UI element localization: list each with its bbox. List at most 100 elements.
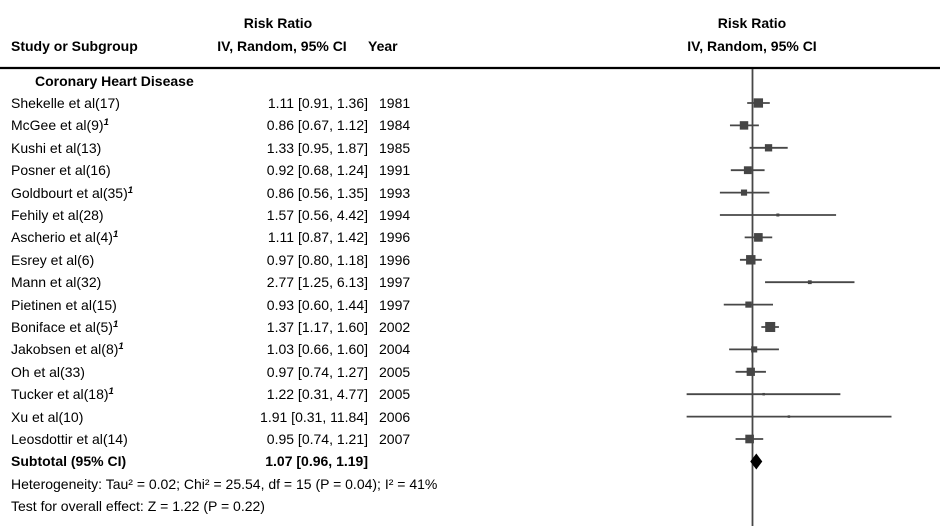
study-footnote-superscript: 1 <box>103 117 109 129</box>
study-label: Fehily et al(28) <box>11 204 104 226</box>
study-estimate: 0.86 [0.56, 1.35] <box>266 184 368 201</box>
study-label: Leosdottir et al(14) <box>11 428 128 450</box>
study-footnote-superscript: 1 <box>127 184 134 196</box>
study-estimate: 1.57 [0.56, 4.42] <box>266 207 368 223</box>
study-label-text: Leosdottir et al(14) <box>11 431 128 447</box>
effect-marker <box>753 98 764 108</box>
study-label-text: Mann et al(32) <box>11 274 102 291</box>
right-effect-header-title: Risk Ratio <box>717 15 787 31</box>
subgroup-heading: Coronary Heart Disease <box>35 73 194 89</box>
effect-marker <box>764 144 773 152</box>
study-year: 1997 <box>379 296 411 313</box>
study-label: Kushi et al(13) <box>11 137 101 159</box>
study-label-text: Goldbourt et al(35) <box>11 184 128 201</box>
overall-effect-test: Test for overall effect: Z = 1.22 (P = 0… <box>11 498 265 514</box>
effect-marker <box>743 166 752 175</box>
study-year: 1996 <box>379 251 411 268</box>
study-label-text: Kushi et al(13) <box>11 139 102 156</box>
study-footnote-superscript: 1 <box>112 229 119 241</box>
study-label: Pietinen et al(15) <box>11 294 117 316</box>
effect-marker <box>776 213 780 217</box>
study-footnote-superscript: 1 <box>108 386 114 398</box>
study-label-text: Shekelle et al(17) <box>11 95 120 111</box>
study-label-text: Boniface et al(5) <box>11 319 113 335</box>
study-label: Jakobsen et al(8)1 <box>11 338 124 360</box>
study-estimate: 0.97 [0.74, 1.27] <box>266 363 368 380</box>
subtotal-label: Subtotal (95% CI) <box>11 453 127 469</box>
study-year: 1997 <box>379 274 411 291</box>
study-year: 1981 <box>379 95 411 111</box>
study-label: Esrey et al(6) <box>11 249 94 271</box>
study-year: 1993 <box>379 184 411 201</box>
study-label-text: Pietinen et al(15) <box>11 296 117 313</box>
right-method-header: IV, Random, 95% CI <box>687 38 817 54</box>
study-year: 2006 <box>379 408 411 425</box>
study-year: 1996 <box>379 229 411 246</box>
study-estimate: 1.33 [0.95, 1.87] <box>266 139 368 156</box>
study-label: Mann et al(32) <box>11 271 101 293</box>
study-label: Ascherio et al(4)1 <box>11 226 118 248</box>
study-estimate: 0.93 [0.60, 1.44] <box>266 296 368 313</box>
study-estimate: 1.91 [0.31, 11.84] <box>260 408 368 425</box>
study-year: 1985 <box>379 139 411 156</box>
study-estimate: 0.86 [0.67, 1.12] <box>266 117 368 134</box>
study-footnote-superscript: 1 <box>118 341 124 353</box>
study-estimate: 1.37 [1.17, 1.60] <box>266 319 368 335</box>
effect-marker <box>745 434 754 444</box>
study-estimate: 0.92 [0.68, 1.24] <box>266 162 368 179</box>
effect-marker <box>751 346 758 353</box>
study-label: McGee et al(9)1 <box>11 114 109 136</box>
study-label: Posner et al(16) <box>11 159 111 181</box>
study-label-text: Xu et al(10) <box>11 408 84 425</box>
subtotal-estimate: 1.07 [0.96, 1.19] <box>265 453 368 469</box>
effect-marker <box>765 321 776 333</box>
effect-marker <box>762 392 765 396</box>
study-label-text: Jakobsen et al(8) <box>11 341 119 358</box>
study-label-text: Fehily et al(28) <box>11 207 104 223</box>
study-year: 2002 <box>379 319 411 335</box>
effect-marker <box>754 233 763 242</box>
study-label: Shekelle et al(17) <box>11 92 120 114</box>
left-method-header: IV, Random, 95% CI <box>217 38 347 54</box>
study-column-header: Study or Subgroup <box>11 38 138 54</box>
study-label: Boniface et al(5)1 <box>11 316 118 338</box>
study-estimate: 1.11 [0.91, 1.36] <box>267 95 368 111</box>
study-estimate: 1.11 [0.87, 1.42] <box>267 229 368 246</box>
study-estimate: 0.97 [0.80, 1.18] <box>266 251 368 268</box>
effect-marker <box>745 301 752 308</box>
effect-marker <box>807 280 812 285</box>
study-year: 2004 <box>379 341 411 358</box>
heterogeneity-stats: Heterogeneity: Tau² = 0.02; Chi² = 25.54… <box>11 476 438 492</box>
study-year: 1984 <box>379 117 411 134</box>
study-label-text: Posner et al(16) <box>11 162 111 179</box>
study-estimate: 0.95 [0.74, 1.21] <box>266 431 368 447</box>
study-year: 2005 <box>379 386 411 403</box>
study-estimate: 1.22 [0.31, 4.77] <box>266 386 368 403</box>
study-label-text: Tucker et al(18) <box>11 386 109 403</box>
study-year: 2005 <box>379 363 411 380</box>
study-label: Xu et al(10) <box>11 406 83 428</box>
study-estimate: 1.03 [0.66, 1.60] <box>266 341 368 358</box>
study-label: Tucker et al(18)1 <box>11 383 114 405</box>
study-year: 2007 <box>379 431 411 447</box>
effect-marker <box>740 189 748 196</box>
study-estimate: 2.77 [1.25, 6.13] <box>266 274 368 291</box>
study-label-text: Ascherio et al(4) <box>11 229 113 246</box>
study-year: 1994 <box>379 207 411 223</box>
study-year: 1991 <box>379 162 411 179</box>
effect-marker <box>746 367 755 376</box>
effect-marker <box>746 255 756 265</box>
study-label: Goldbourt et al(35)1 <box>11 182 133 204</box>
year-column-header: Year <box>368 38 398 54</box>
left-effect-header-title: Risk Ratio <box>243 15 313 31</box>
effect-marker <box>787 415 791 418</box>
effect-marker <box>739 121 749 130</box>
study-label-text: McGee et al(9) <box>11 117 104 134</box>
study-label-text: Oh et al(33) <box>11 363 85 380</box>
summary-diamond <box>750 453 763 470</box>
study-footnote-superscript: 1 <box>112 319 119 330</box>
study-label-text: Esrey et al(6) <box>11 251 95 268</box>
study-label: Oh et al(33) <box>11 361 85 383</box>
